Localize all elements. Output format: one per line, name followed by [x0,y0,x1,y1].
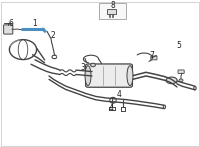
Text: 7: 7 [150,51,154,60]
Circle shape [179,79,183,82]
Text: 5: 5 [177,41,181,50]
Text: 2: 2 [51,31,55,40]
Text: 6: 6 [9,19,13,28]
Ellipse shape [163,105,166,109]
FancyBboxPatch shape [151,56,157,60]
Text: 3: 3 [81,63,85,72]
Ellipse shape [85,66,91,86]
Ellipse shape [127,66,133,86]
Text: 4: 4 [109,104,113,113]
Bar [99,4,126,19]
FancyBboxPatch shape [178,70,184,74]
FancyBboxPatch shape [4,25,13,34]
Bar [107,9,116,14]
Circle shape [91,63,95,67]
FancyBboxPatch shape [86,64,132,87]
Text: 8: 8 [111,1,115,10]
Bar [112,14,113,17]
Text: 1: 1 [33,19,37,28]
Bar [109,14,110,17]
Text: 4: 4 [117,90,121,99]
Ellipse shape [166,77,177,84]
Ellipse shape [194,86,196,90]
